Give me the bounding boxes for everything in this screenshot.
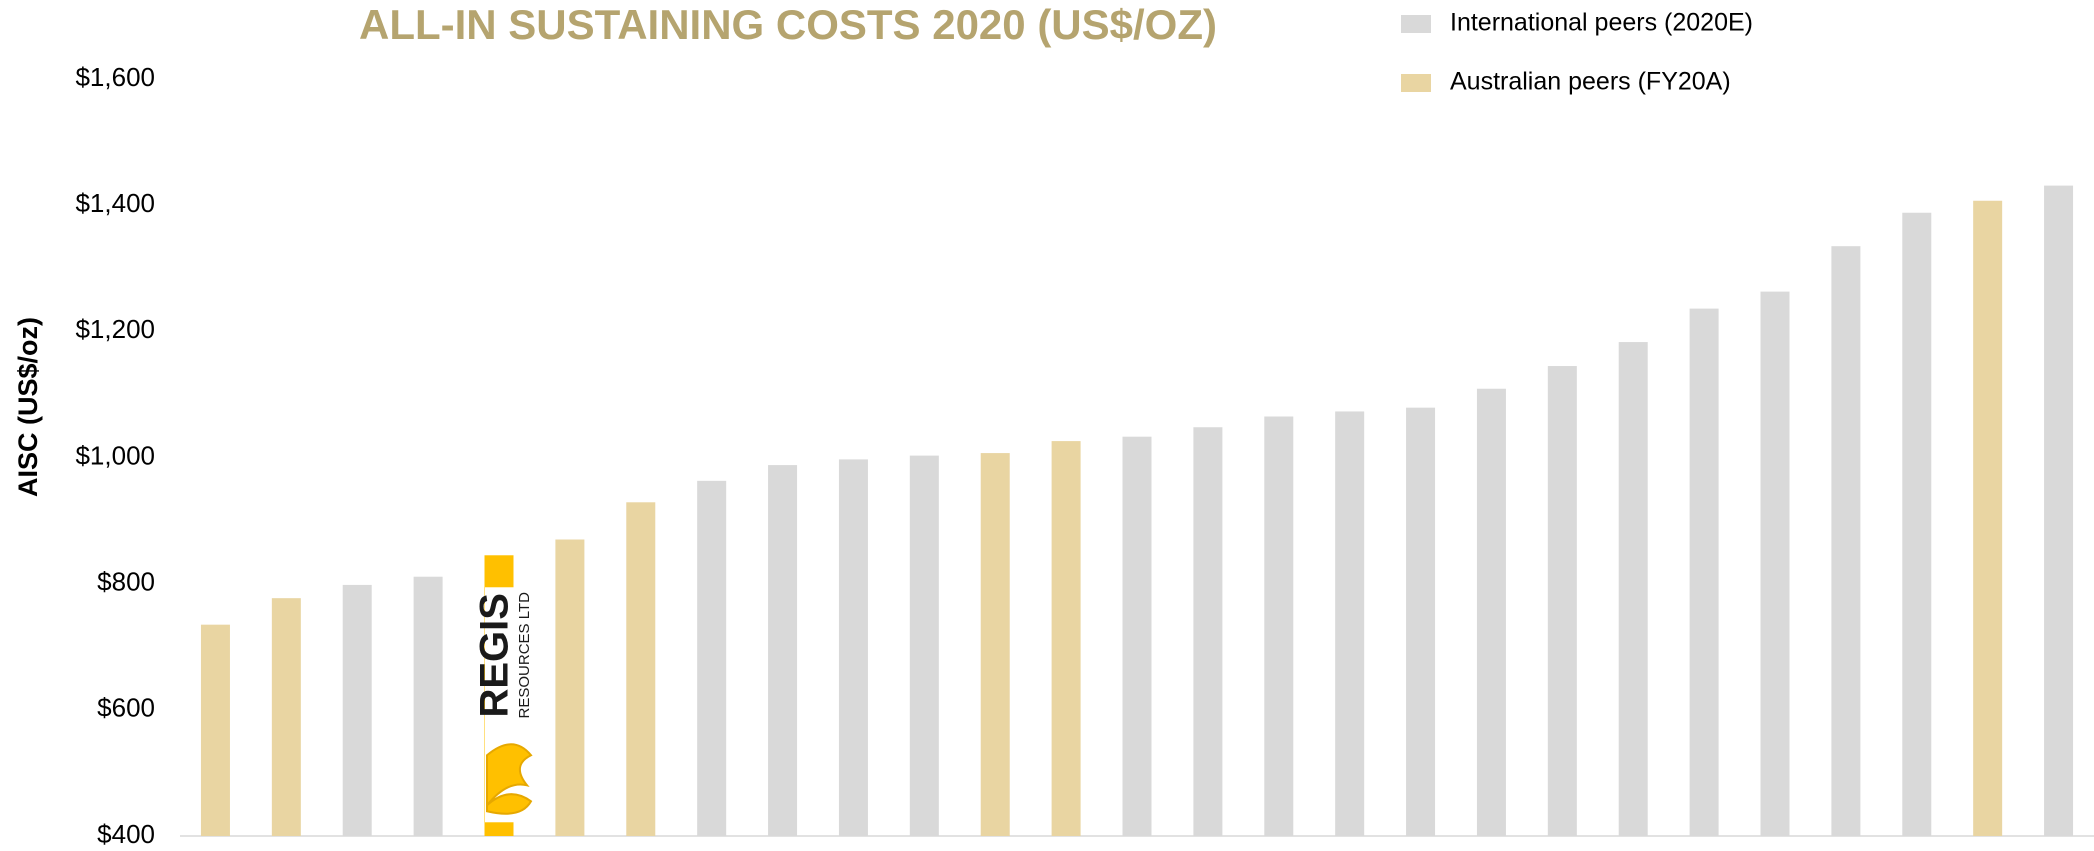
bar bbox=[1335, 411, 1365, 836]
bar bbox=[697, 480, 727, 836]
bar bbox=[1902, 212, 1932, 836]
bar bbox=[1547, 366, 1577, 836]
bar bbox=[555, 539, 585, 836]
logo-icon bbox=[486, 743, 533, 815]
bar bbox=[1689, 308, 1719, 837]
bar bbox=[1406, 407, 1436, 836]
bar bbox=[2044, 185, 2074, 836]
y-axis-title: AISC (US$/oz) bbox=[13, 317, 43, 497]
chart-title: ALL-IN SUSTAINING COSTS 2020 (US$/OZ) bbox=[359, 1, 1217, 48]
bar bbox=[1973, 200, 2003, 836]
bar bbox=[1051, 441, 1081, 836]
logo-text: REGIS bbox=[473, 593, 517, 717]
bar bbox=[838, 459, 868, 836]
bar bbox=[1122, 436, 1152, 836]
legend-label: International peers (2020E) bbox=[1450, 9, 1753, 37]
bar bbox=[980, 453, 1010, 836]
bar bbox=[1476, 388, 1506, 836]
bar bbox=[342, 584, 372, 836]
bar bbox=[1264, 416, 1294, 836]
bar bbox=[1831, 246, 1861, 836]
legend-swatch bbox=[1401, 15, 1431, 33]
y-tick-label: $1,000 bbox=[75, 440, 155, 470]
bar bbox=[768, 465, 798, 836]
bar bbox=[1760, 291, 1790, 836]
y-tick-label: $600 bbox=[97, 693, 155, 723]
legend-label: Australian peers (FY20A) bbox=[1450, 68, 1731, 96]
bar bbox=[1618, 342, 1648, 836]
y-tick-label: $1,400 bbox=[75, 188, 155, 218]
y-tick-label: $400 bbox=[97, 819, 155, 849]
y-tick-label: $800 bbox=[97, 567, 155, 597]
bar bbox=[1193, 427, 1223, 836]
y-tick-label: $1,600 bbox=[75, 62, 155, 92]
bar bbox=[626, 502, 656, 836]
logo-subtext: RESOURCES LTD bbox=[516, 592, 533, 719]
bar bbox=[909, 455, 939, 836]
y-tick-label: $1,200 bbox=[75, 314, 155, 344]
legend-swatch bbox=[1401, 74, 1431, 92]
bar bbox=[413, 576, 443, 836]
bar bbox=[200, 624, 230, 836]
bar bbox=[271, 598, 301, 836]
